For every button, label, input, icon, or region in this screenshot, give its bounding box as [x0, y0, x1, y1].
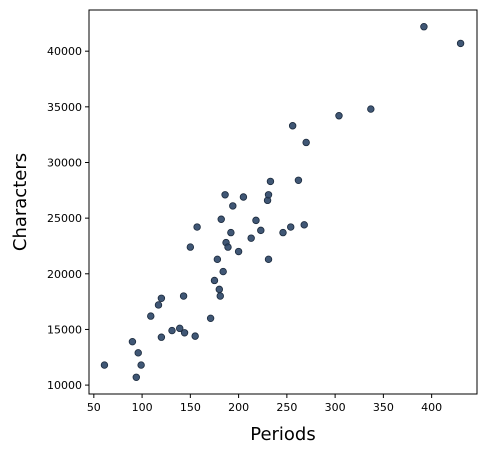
data-point-33 [258, 227, 265, 234]
data-point-10 [169, 327, 176, 334]
data-point-14 [187, 244, 194, 251]
data-point-39 [287, 224, 294, 231]
data-point-12 [180, 293, 187, 300]
data-point-15 [192, 333, 199, 340]
x-tick-label-150: 150 [180, 401, 201, 414]
data-point-8 [158, 334, 165, 341]
data-point-40 [289, 122, 296, 129]
data-point-16 [194, 224, 201, 231]
data-point-36 [265, 256, 272, 263]
data-point-3 [133, 374, 140, 381]
data-point-9 [158, 295, 165, 302]
data-point-28 [230, 203, 237, 210]
data-point-38 [280, 229, 287, 236]
data-point-26 [225, 244, 232, 251]
data-point-42 [301, 222, 308, 229]
x-tick-label-400: 400 [421, 401, 442, 414]
data-point-22 [218, 216, 225, 223]
data-point-29 [235, 248, 242, 255]
data-point-32 [253, 217, 260, 224]
data-point-24 [222, 191, 229, 198]
x-tick-label-100: 100 [132, 401, 153, 414]
data-point-41 [295, 177, 302, 184]
data-point-19 [214, 256, 221, 263]
x-tick-label-350: 350 [373, 401, 394, 414]
data-point-46 [421, 23, 428, 30]
x-tick-label-50: 50 [87, 401, 101, 414]
x-axis-label: Periods [250, 424, 316, 445]
data-point-2 [129, 338, 136, 345]
data-point-1 [101, 362, 108, 369]
x-tick-label-300: 300 [325, 401, 346, 414]
y-tick-label-35000: 35000 [47, 101, 82, 114]
y-tick-label-40000: 40000 [47, 45, 82, 58]
data-point-31 [248, 235, 255, 242]
y-tick-label-15000: 15000 [47, 323, 82, 336]
data-point-45 [368, 106, 375, 113]
data-point-4 [135, 350, 142, 357]
data-point-17 [207, 315, 214, 322]
data-point-27 [228, 229, 235, 236]
data-point-13 [181, 329, 188, 336]
data-point-21 [217, 293, 224, 300]
data-point-44 [336, 112, 343, 119]
data-point-37 [267, 178, 274, 185]
data-point-47 [457, 40, 464, 47]
data-point-7 [155, 302, 162, 309]
y-tick-label-10000: 10000 [47, 379, 82, 392]
y-tick-label-30000: 30000 [47, 156, 82, 169]
x-tick-label-200: 200 [228, 401, 249, 414]
data-point-43 [303, 139, 310, 146]
y-axis-label: Characters [10, 153, 31, 251]
data-point-6 [147, 313, 154, 320]
data-point-30 [240, 194, 247, 201]
x-tick-label-250: 250 [276, 401, 297, 414]
data-point-23 [220, 268, 227, 275]
y-tick-label-25000: 25000 [47, 212, 82, 225]
data-point-35 [265, 191, 272, 198]
data-point-5 [138, 362, 145, 369]
y-tick-label-20000: 20000 [47, 268, 82, 281]
data-point-18 [211, 277, 218, 284]
data-point-20 [216, 286, 223, 293]
